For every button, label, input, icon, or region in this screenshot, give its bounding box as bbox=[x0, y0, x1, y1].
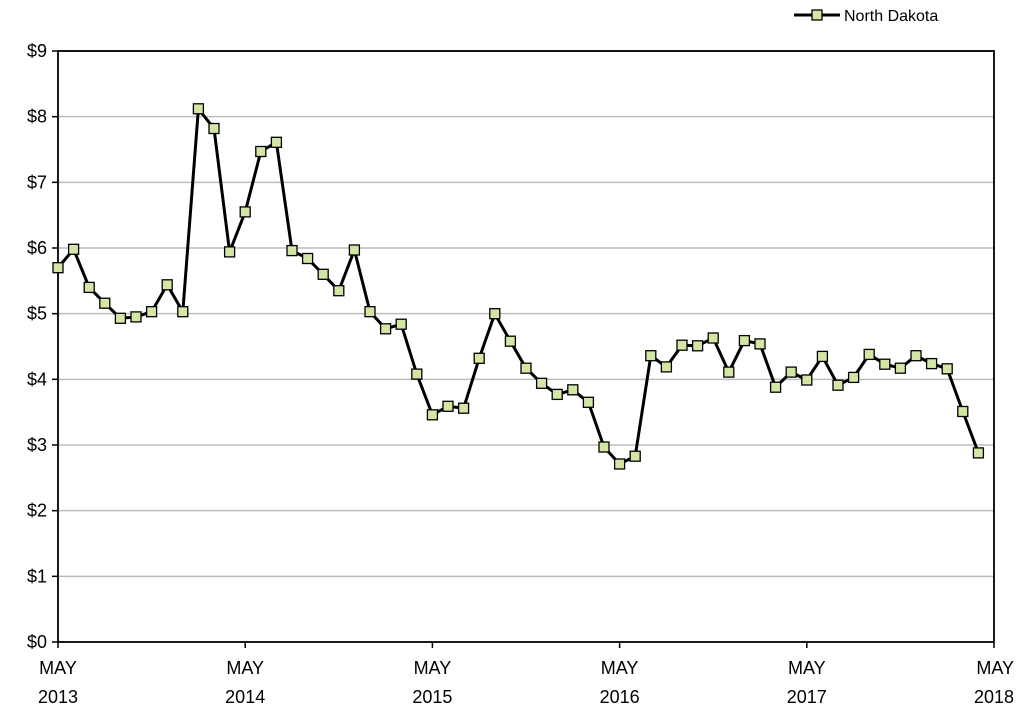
axes bbox=[52, 50, 995, 648]
data-point bbox=[535, 377, 548, 389]
y-axis-tick-labels: $0 $1 $2 $3 $4 $5 $6 $7 $8 $9 bbox=[27, 41, 47, 652]
x-tick-label-year: 2018 bbox=[974, 687, 1014, 707]
data-point bbox=[567, 384, 579, 396]
legend: North Dakota bbox=[794, 8, 938, 25]
data-point bbox=[348, 244, 361, 256]
data-point bbox=[941, 363, 953, 375]
data-point bbox=[130, 311, 142, 323]
data-point bbox=[785, 366, 797, 378]
data-point bbox=[52, 262, 64, 274]
data-point bbox=[301, 252, 314, 265]
data-point bbox=[676, 339, 688, 351]
data-point bbox=[208, 122, 220, 135]
data-point bbox=[411, 368, 423, 380]
data-point bbox=[317, 268, 329, 280]
data-point bbox=[161, 279, 173, 291]
x-tick-label-month: MAY bbox=[788, 658, 826, 678]
data-point bbox=[972, 447, 985, 459]
data-point bbox=[738, 334, 751, 347]
data-point bbox=[598, 441, 610, 453]
data-point bbox=[707, 332, 719, 344]
x-tick-label-month: MAY bbox=[414, 658, 452, 678]
x-tick-label-year: 2017 bbox=[787, 687, 827, 707]
data-point bbox=[457, 402, 470, 414]
y-tick-label: $0 bbox=[27, 632, 47, 652]
data-point bbox=[83, 281, 95, 294]
data-point bbox=[504, 335, 517, 347]
data-point bbox=[364, 306, 376, 318]
data-point bbox=[473, 352, 485, 364]
data-point bbox=[894, 362, 907, 374]
plot-area-border bbox=[57, 50, 995, 643]
data-point bbox=[270, 136, 283, 148]
data-point bbox=[629, 450, 641, 462]
data-point bbox=[551, 388, 563, 401]
x-tick-label-month: MAY bbox=[976, 658, 1014, 678]
series-line-north-dakota bbox=[56, 107, 980, 466]
data-point bbox=[442, 400, 454, 412]
data-point bbox=[114, 312, 127, 324]
data-point bbox=[879, 358, 891, 370]
x-tick-label-month: MAY bbox=[226, 658, 264, 678]
data-point bbox=[660, 361, 673, 373]
legend-label-north-dakota: North Dakota bbox=[844, 8, 938, 25]
x-tick-label-year: 2013 bbox=[38, 687, 78, 707]
data-point bbox=[395, 318, 407, 330]
data-point bbox=[255, 145, 267, 158]
data-point bbox=[910, 350, 922, 362]
y-tick-label: $5 bbox=[27, 304, 47, 324]
data-point bbox=[67, 243, 80, 255]
data-point bbox=[801, 374, 813, 386]
gridlines bbox=[58, 50, 994, 578]
data-point bbox=[847, 371, 860, 384]
data-point bbox=[832, 379, 844, 391]
data-point bbox=[177, 306, 189, 318]
data-point bbox=[754, 338, 766, 350]
data-point bbox=[145, 306, 158, 318]
data-point bbox=[582, 396, 595, 408]
data-point bbox=[489, 308, 501, 320]
data-point bbox=[286, 244, 298, 257]
series-north-dakota bbox=[52, 103, 985, 470]
data-point bbox=[645, 350, 657, 362]
y-tick-label: $4 bbox=[27, 369, 47, 389]
y-tick-label: $2 bbox=[27, 501, 47, 521]
data-point bbox=[192, 103, 205, 115]
data-point bbox=[223, 246, 236, 258]
data-point bbox=[769, 381, 782, 393]
data-point bbox=[613, 458, 626, 470]
x-tick-label-year: 2015 bbox=[412, 687, 452, 707]
y-tick-label: $8 bbox=[27, 107, 47, 127]
data-point bbox=[520, 362, 532, 374]
x-axis-tick-labels: MAY 2013 MAY 2014 MAY 2015 MAY 2016 MAY 2017 MAY 20… bbox=[38, 658, 1014, 707]
x-tick-label-year: 2016 bbox=[600, 687, 640, 707]
data-point bbox=[426, 409, 439, 421]
y-tick-label: $6 bbox=[27, 238, 47, 258]
y-tick-label: $1 bbox=[27, 566, 47, 586]
data-point bbox=[379, 323, 392, 335]
y-tick-label: $7 bbox=[27, 172, 47, 192]
data-point bbox=[957, 405, 969, 418]
x-tick-label-year: 2014 bbox=[225, 687, 265, 707]
data-point bbox=[723, 366, 735, 378]
data-point bbox=[863, 348, 875, 361]
x-tick-label-month: MAY bbox=[601, 658, 639, 678]
data-point bbox=[816, 350, 829, 363]
data-point bbox=[333, 285, 345, 297]
legend-square-marker bbox=[811, 9, 823, 21]
data-point bbox=[691, 340, 704, 352]
data-point bbox=[239, 206, 251, 218]
y-tick-label: $3 bbox=[27, 435, 47, 455]
x-tick-label-month: MAY bbox=[39, 658, 77, 678]
data-point bbox=[99, 297, 111, 309]
data-point bbox=[925, 357, 938, 370]
y-tick-label: $9 bbox=[27, 41, 47, 61]
